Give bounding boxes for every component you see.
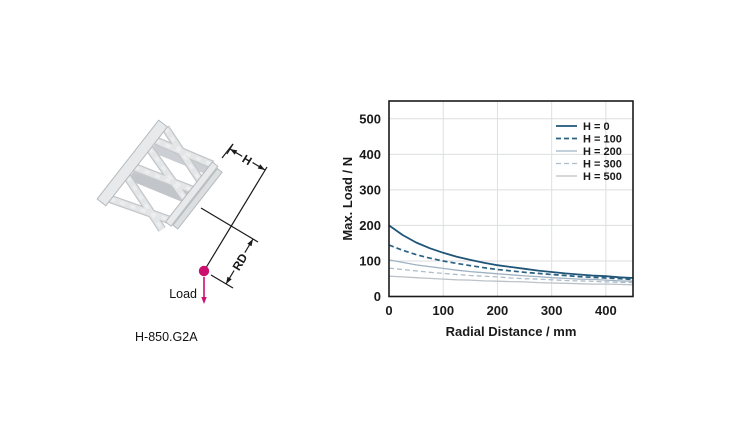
offset-plane-line xyxy=(203,166,268,272)
arrowhead xyxy=(230,149,238,155)
legend-label: H = 200 xyxy=(583,146,622,158)
figure-caption: H-850.G2A xyxy=(135,330,198,344)
x-axis-title: Radial Distance / mm xyxy=(446,324,577,339)
dimension-arrowheads xyxy=(226,149,265,284)
y-tick-label: 300 xyxy=(359,182,381,197)
load-marker xyxy=(198,265,210,304)
legend-label: H = 300 xyxy=(583,158,622,170)
x-tick-label: 200 xyxy=(487,303,509,318)
rd-dimension-line xyxy=(225,238,254,285)
load-arrowhead-icon xyxy=(201,297,207,304)
series-curve xyxy=(388,244,634,281)
arrowhead xyxy=(226,276,232,284)
series-curve xyxy=(388,224,634,279)
y-tick-label: 200 xyxy=(359,218,381,233)
axis-line xyxy=(200,207,259,243)
legend-label: H = 500 xyxy=(583,171,622,183)
base-plate xyxy=(96,119,169,207)
platform-plate xyxy=(164,161,219,227)
x-tick-label: 100 xyxy=(432,303,454,318)
strut-shadow xyxy=(127,171,190,203)
arrowhead xyxy=(247,239,253,247)
load-point-icon xyxy=(198,265,210,277)
series-curve xyxy=(388,259,634,282)
y-tick-label: 0 xyxy=(374,289,381,304)
rd-dimension-tick xyxy=(210,274,234,289)
x-tick-label: 300 xyxy=(541,303,563,318)
y-tick-label: 400 xyxy=(359,147,381,162)
legend-label: H = 0 xyxy=(583,121,610,133)
platform-flange xyxy=(172,167,223,230)
series-curve xyxy=(388,275,634,286)
y-axis-title: Max. Load / N xyxy=(340,157,355,241)
load-label: Load xyxy=(169,287,197,301)
x-tick-label: 400 xyxy=(595,303,617,318)
plot-frame xyxy=(388,100,634,298)
legend-label: H = 100 xyxy=(583,133,622,145)
strut-fills xyxy=(108,126,214,232)
arrowhead xyxy=(257,164,265,170)
hexapod-body xyxy=(96,119,223,232)
y-tick-label: 500 xyxy=(359,111,381,126)
y-tick-label: 100 xyxy=(359,253,381,268)
x-tick-label: 0 xyxy=(385,303,392,318)
series-curve xyxy=(388,267,634,284)
